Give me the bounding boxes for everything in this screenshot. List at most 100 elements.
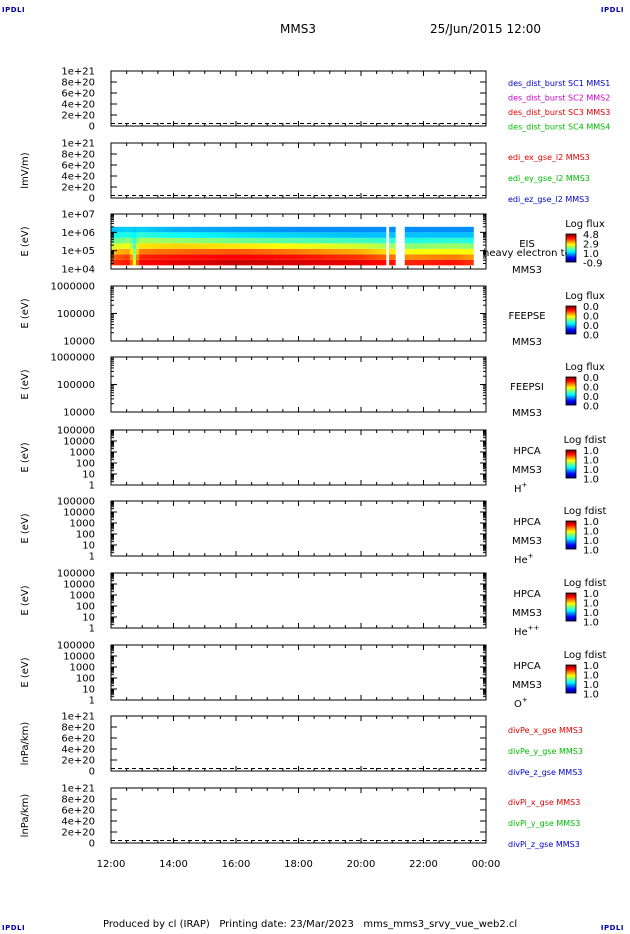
spectrogram-cell (317, 254, 321, 260)
spectrogram-cell (245, 232, 249, 238)
instrument-label: EIS (519, 239, 535, 250)
spectrogram-cell (439, 243, 443, 249)
spectrogram-cell (320, 243, 324, 249)
colorbar-swatch (566, 476, 576, 478)
spectrogram-cell (307, 243, 312, 249)
colorbar-swatch (566, 461, 576, 463)
spectrogram-cell (189, 254, 193, 260)
colorbar-swatch (566, 472, 576, 474)
spectrogram-cell (432, 259, 437, 266)
spectrogram-cell (176, 232, 181, 238)
spectrogram-cell (392, 237, 396, 244)
colorbar-swatch (566, 667, 576, 669)
spectrogram-cell (186, 259, 190, 266)
spectrogram-cell (239, 237, 243, 244)
spectrogram-cell (261, 259, 265, 266)
spectrogram-cell (392, 226, 396, 233)
spectrogram-cell (179, 226, 184, 233)
spectrogram-cell (361, 237, 365, 244)
spectrogram-cell (154, 259, 159, 266)
spectrogram-cell (448, 259, 452, 266)
spectrogram-cell (329, 237, 334, 244)
spectrogram-cell (432, 226, 437, 233)
spectrogram-cell (354, 226, 359, 233)
colorbar-title: Log fdist (564, 650, 607, 661)
spectrogram-cell (251, 232, 256, 238)
spectrogram-cell (201, 259, 206, 266)
spectrogram-cell (445, 248, 449, 255)
y-tick-label: 100 (76, 674, 95, 685)
spectrogram-cell (464, 226, 468, 233)
colorbar-value: 1.0 (583, 671, 599, 682)
colorbar-swatch (566, 682, 576, 684)
spectrogram-cell (282, 248, 287, 255)
spectrogram-cell (423, 237, 427, 244)
spectrogram-cell (261, 232, 265, 238)
spectrogram-cell (226, 259, 231, 266)
colorbar-swatch (566, 385, 576, 387)
spectrogram-cell (336, 259, 340, 266)
spectrogram-cell (248, 243, 252, 249)
spectrogram-cell (176, 254, 181, 260)
spectrogram-cell (439, 232, 443, 238)
spectrogram-cell (236, 226, 240, 233)
spectrogram-cell (186, 232, 190, 238)
y-tick-label: 8e+20 (61, 78, 95, 89)
colorbar-swatch (566, 601, 576, 603)
colorbar-swatch (566, 594, 576, 596)
spectrogram-cell (373, 243, 377, 249)
spectrogram-cell (267, 254, 271, 260)
spectrogram-cell (254, 232, 259, 238)
legend-entry: des_dist_burst SC1 MMS1 (508, 79, 610, 88)
spectrogram-cell (148, 243, 152, 249)
spectrogram-cell (448, 237, 452, 244)
spectrogram-cell (454, 248, 459, 255)
y-tick-label: 100000 (57, 380, 95, 391)
spectrogram-cell (279, 226, 284, 233)
spectrogram-cell (311, 248, 315, 255)
spectrogram-cell (314, 248, 318, 255)
spectrogram-cell (251, 254, 256, 260)
colorbar-swatch (566, 321, 576, 323)
spectrogram-cell (192, 259, 196, 266)
spectrogram-cell (257, 232, 262, 238)
colorbar-swatch (566, 527, 576, 529)
spectrogram-cell (173, 226, 177, 233)
spectrogram-cell (236, 248, 240, 255)
spectrogram-cell (417, 232, 421, 238)
colorbar-swatch (566, 234, 576, 236)
instrument-label: MMS3 (512, 465, 542, 476)
spectrogram-cell (439, 226, 443, 233)
colorbar-swatch (566, 611, 576, 613)
spectrogram-cell (339, 232, 343, 238)
spectrogram-cell (426, 232, 431, 238)
spectrogram-cell (336, 237, 340, 244)
colorbar-swatch (566, 250, 576, 252)
species-charge: ++ (528, 624, 540, 632)
spectrogram-cell (314, 243, 318, 249)
spectrogram-cell (451, 254, 456, 260)
spectrogram-cell (354, 232, 359, 238)
spectrogram-cell (145, 232, 149, 238)
spectrogram-cell (361, 248, 365, 255)
spectrogram-cell (382, 243, 387, 249)
instrument-label: MMS3 (512, 337, 542, 348)
spectrogram-cell (379, 259, 384, 266)
colorbar-swatch (566, 692, 576, 694)
colorbar-swatch (566, 240, 576, 242)
legend-entry: divPi_z_gse MMS3 (508, 840, 580, 849)
spectrogram-cell (167, 259, 171, 266)
species-base: He (514, 627, 528, 638)
colorbar-swatch (566, 467, 576, 469)
colorbar-value: 1.0 (583, 661, 599, 672)
colorbar-swatch (566, 396, 576, 398)
spectrogram-cell (217, 243, 221, 249)
spectrogram-cell (145, 237, 149, 244)
colorbar-swatch (566, 603, 576, 605)
spectrogram-cell (323, 243, 327, 249)
spectrogram-cell (389, 243, 393, 249)
spectrogram-cell (417, 243, 421, 249)
colorbar-value: 1.0 (583, 517, 599, 528)
spectrogram-cell (295, 232, 299, 238)
spectrogram-cell (367, 259, 371, 266)
